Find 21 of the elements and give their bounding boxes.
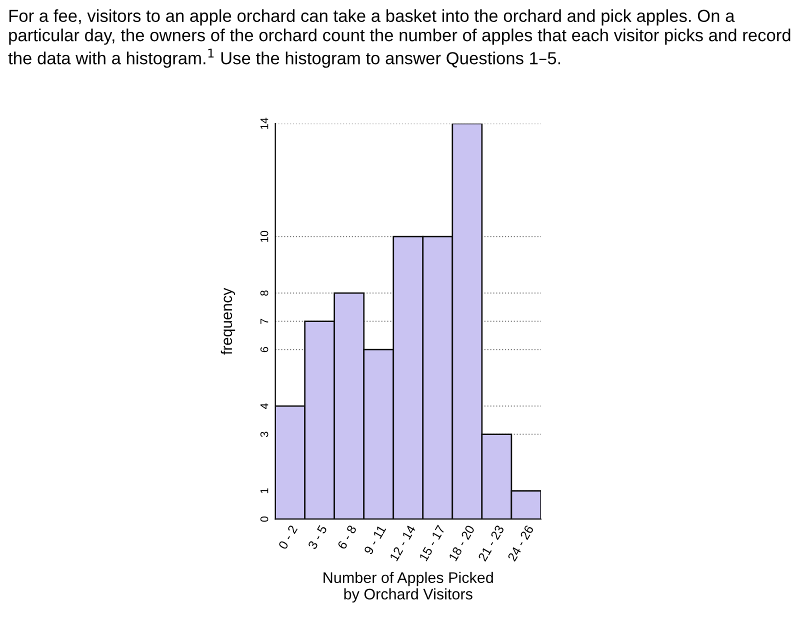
x-axis-title: Number of Apples Picked by Orchard Visitors [324, 572, 493, 603]
x-tick-label: 3 - 5 [308, 524, 328, 550]
x-tick-label: 15 - 17 [419, 524, 446, 562]
y-tick-label: 6 [260, 347, 268, 352]
y-tick-label: 0 [260, 516, 268, 522]
y-tick-label: 10 [260, 230, 268, 242]
y-tick-label: 4 [260, 403, 268, 409]
y-tick-label: 1 [260, 488, 268, 494]
x-tick-label: 6 - 8 [337, 524, 357, 550]
y-tick-label: 7 [260, 318, 268, 324]
y-tick-label: 8 [260, 290, 268, 296]
y-axis-title: frequency [220, 288, 236, 355]
x-tick-label: 9 - 11 [364, 524, 386, 555]
chart-title: For a fee, visitors to an apple orchard can take a basket into the orchard and pick apples. On a particular day, the owners of the orchard count the number of apples that each visitor picks and record the data with a histogram.$^{1}$ Use the histogram to answer Questions 1–5. [8, 9, 790, 68]
x-tick-label: 18 - 20 [448, 524, 475, 562]
x-tick-label: 12 - 14 [389, 524, 416, 562]
y-tick-label: 3 [260, 432, 268, 438]
x-tick-label: 0 - 2 [278, 524, 298, 550]
x-tick-label: 24 - 26 [507, 524, 534, 562]
x-tick-label: 21 - 23 [478, 524, 504, 562]
y-tick-label: 14 [260, 118, 268, 129]
